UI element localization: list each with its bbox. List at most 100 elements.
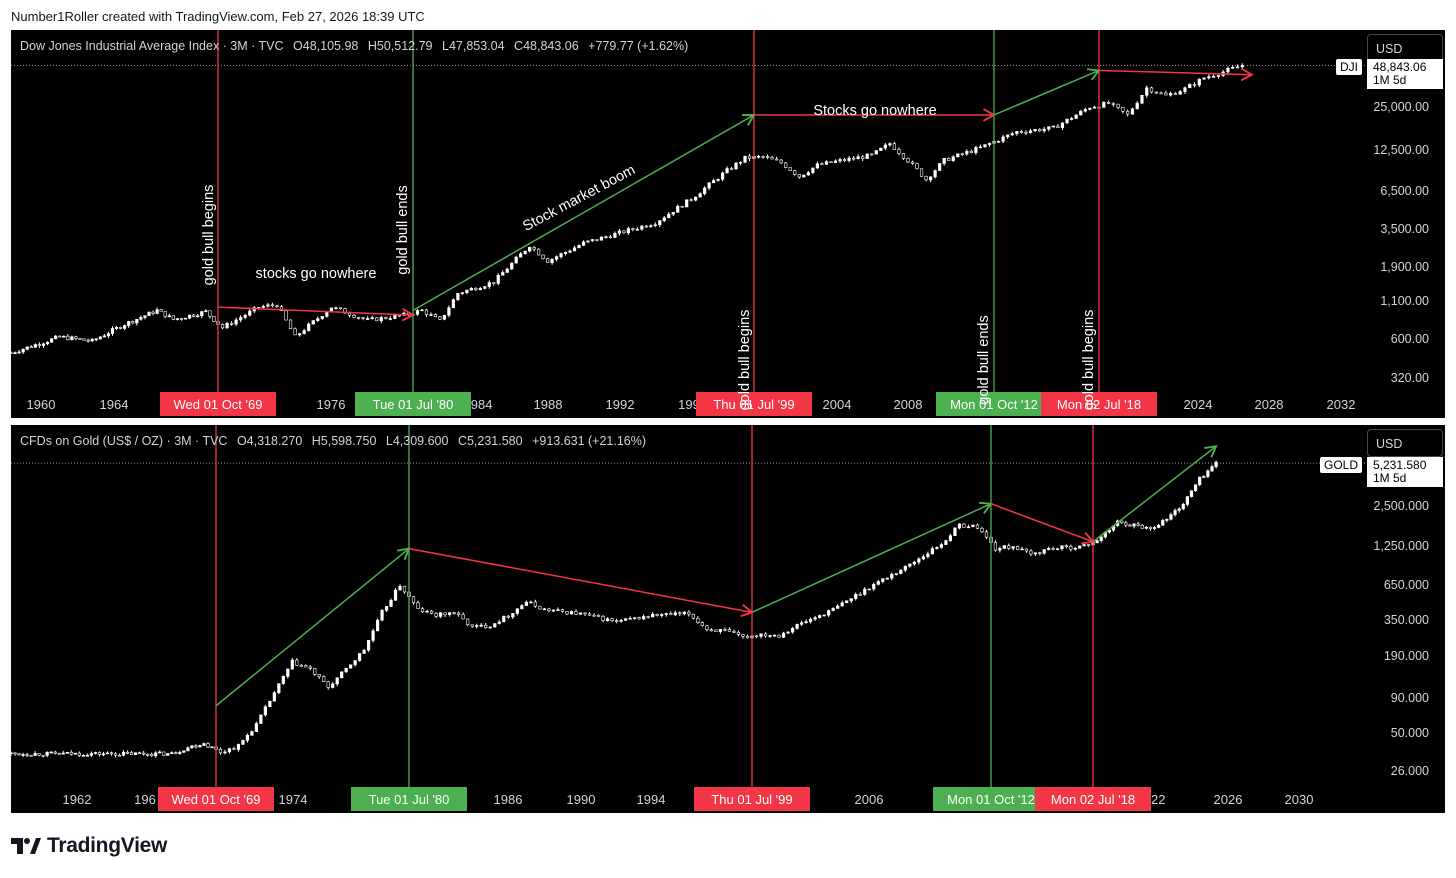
dji-x-tick-label: 2032	[1327, 397, 1356, 412]
gold-candle-body	[89, 753, 93, 756]
gold-trend-arrow[interactable]	[215, 547, 411, 707]
gold-candle-body	[876, 581, 880, 585]
gold-candle-body	[299, 665, 303, 667]
gold-trend-arrow[interactable]	[408, 547, 754, 618]
dji-candle-body	[127, 321, 131, 326]
gold-candle-body	[202, 743, 206, 746]
tradingview-logo[interactable]: TradingView	[11, 834, 167, 858]
dji-candle-body	[106, 333, 111, 337]
gold-candle-body	[754, 635, 759, 638]
dji-candle-body	[496, 274, 500, 284]
gold-candle-body	[646, 616, 650, 618]
dji-candle-body	[94, 338, 98, 341]
gold-candle-body	[547, 608, 551, 611]
gold-candle-body	[836, 605, 840, 609]
gold-candle-body	[1177, 508, 1181, 511]
gold-candle-body	[1047, 548, 1051, 550]
dji-candle-body	[852, 157, 856, 160]
dji-trend-arrow[interactable]	[993, 68, 1101, 116]
gold-candle-body	[358, 653, 362, 661]
gold-candle-body	[678, 612, 682, 615]
dji-candle-body	[1006, 134, 1010, 138]
dji-candle-body	[738, 161, 743, 164]
gold-x-tick-label: 1986	[494, 792, 523, 807]
gold-candle-body	[849, 598, 853, 602]
dji-candle-body	[204, 310, 208, 313]
dji-candle-body	[1079, 110, 1083, 116]
gold-candle-body	[259, 714, 263, 724]
dji-candle-body	[447, 307, 451, 316]
gold-x-tick-label: 1990	[567, 792, 596, 807]
gold-candle-body	[411, 596, 416, 604]
gold-candle-body	[1060, 545, 1064, 550]
dji-candle-body	[139, 317, 143, 320]
dji-candle-body	[175, 318, 180, 320]
dji-trend-arrow[interactable]	[217, 306, 415, 322]
gold-candle-body	[1095, 540, 1099, 544]
gold-candle-body	[281, 676, 285, 684]
gold-candle-body	[998, 548, 1002, 551]
dji-candle-body	[135, 318, 139, 324]
gold-candle-body	[11, 752, 13, 755]
gold-candle-body	[655, 613, 659, 616]
dji-candle-body	[334, 307, 338, 310]
gold-chart-svg[interactable]: 2,500.000 1,250.000 650.000 350.000 190.000 9…	[11, 425, 1445, 813]
dji-candle-body	[25, 346, 29, 350]
dji-trend-arrow[interactable]	[412, 113, 756, 311]
dji-candle-body	[676, 205, 680, 213]
dji-candle-body	[919, 168, 924, 177]
dji-y-tick-label: 6,500.00	[1380, 184, 1429, 198]
dji-candle-body	[833, 160, 838, 163]
dji-candle-body	[662, 217, 666, 221]
gold-candle-body	[736, 631, 741, 635]
dji-legend: Dow Jones Industrial Average Index · 3M …	[20, 39, 694, 53]
dji-candle-body	[196, 315, 200, 318]
dji-candle-body	[680, 205, 684, 208]
dji-candle-body	[338, 307, 343, 310]
gold-candle-body	[1051, 548, 1055, 550]
dji-interval: 1M 5d	[1373, 73, 1407, 87]
gold-candle-body	[700, 622, 704, 626]
gold-candle-body	[511, 613, 515, 618]
dji-event-date-badge	[696, 392, 812, 416]
gold-candle-body	[1193, 484, 1198, 492]
dji-candle-body	[212, 315, 216, 322]
dji-candle-body	[581, 241, 586, 246]
gold-chart-panel[interactable]: 2,500.000 1,250.000 650.000 350.000 190.000 9…	[11, 425, 1445, 813]
dji-event-date-badge	[160, 392, 276, 416]
dji-candle-body	[747, 155, 752, 159]
gold-candle-body	[49, 751, 53, 754]
dji-candle-body	[815, 163, 819, 169]
dji-candle-body	[54, 335, 58, 340]
gold-trend-arrow[interactable]	[1092, 445, 1218, 543]
gold-candle-body	[673, 612, 677, 616]
dji-candle-body	[1135, 102, 1139, 110]
dji-candle-body	[1111, 103, 1115, 105]
dji-chart-panel[interactable]: 25,000.00 12,500.00 6,500.00 3,500.00 1,900.…	[11, 30, 1445, 418]
dji-candle-body	[1010, 133, 1014, 136]
gold-currency-button[interactable]: USD	[1367, 429, 1443, 457]
gold-candle-body	[822, 614, 826, 617]
gold-candle-body	[524, 601, 528, 606]
dji-legend-close: C48,843.06	[514, 39, 579, 53]
dji-legend-change: +779.77 (+1.62%)	[588, 39, 689, 53]
gold-candle-body	[425, 610, 429, 613]
gold-candle-body	[479, 624, 483, 627]
gold-trend-arrow[interactable]	[751, 501, 993, 614]
gold-candle-body	[194, 745, 198, 748]
gold-candle-body	[813, 617, 817, 620]
dji-candle-body	[230, 322, 234, 325]
dji-candle-body	[559, 253, 563, 258]
gold-candle-body	[263, 706, 267, 716]
gold-candle-body	[921, 556, 925, 560]
gold-trend-arrow[interactable]	[990, 503, 1095, 545]
gold-candle-body	[1206, 470, 1210, 477]
gold-candle-body	[65, 751, 69, 754]
dji-candle-body	[183, 317, 188, 320]
dji-candle-body	[1106, 102, 1111, 104]
dji-candle-body	[1192, 84, 1197, 86]
dji-currency-button[interactable]: USD	[1367, 34, 1443, 62]
dji-trend-arrow[interactable]	[1098, 67, 1254, 82]
dji-chart-svg[interactable]: 25,000.00 12,500.00 6,500.00 3,500.00 1,900.…	[11, 30, 1445, 418]
gold-candle-body	[831, 608, 835, 611]
